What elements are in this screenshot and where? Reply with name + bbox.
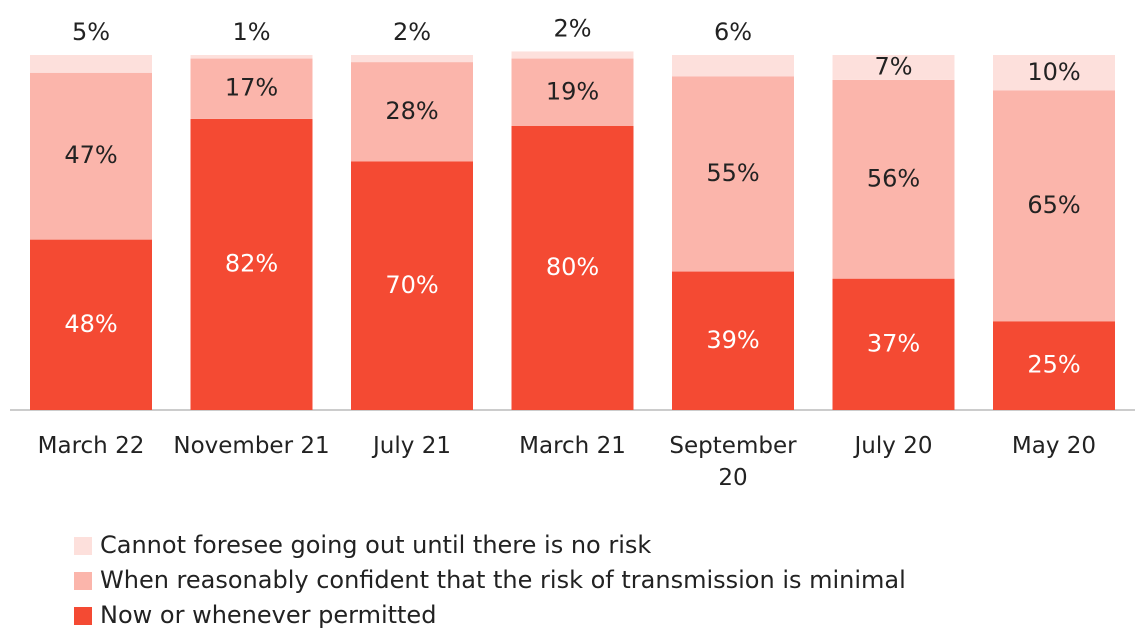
x-tick-label: July 21 — [373, 433, 451, 459]
x-tick-label: March 22 — [37, 433, 145, 459]
data-label: 7% — [874, 52, 912, 80]
x-tick-label: September 20 — [669, 433, 797, 491]
bar-segment — [511, 51, 634, 59]
data-label: 10% — [1027, 58, 1080, 86]
bar-segment — [190, 118, 313, 411]
legend-swatch — [74, 572, 92, 590]
data-label: 65% — [1027, 191, 1080, 219]
data-label: 70% — [385, 271, 438, 299]
bar-segment — [351, 62, 473, 162]
data-label: 17% — [225, 74, 278, 102]
x-tick-label: July 20 — [854, 433, 933, 459]
data-label: 55% — [706, 159, 759, 187]
x-label-box: November 21 — [173, 433, 330, 459]
bar-segment — [190, 55, 313, 59]
x-tick-label: March 21 — [519, 433, 626, 459]
data-label: 48% — [64, 310, 117, 338]
data-label: 28% — [385, 97, 438, 125]
x-tick-label: November 21 — [173, 433, 330, 459]
legend-label: Now or whenever permitted — [100, 601, 436, 629]
bar-segment — [993, 55, 1115, 91]
data-label: 37% — [867, 329, 920, 357]
bar-segment — [30, 72, 152, 240]
bar-segment — [672, 76, 794, 272]
x-label-box: September 20 — [669, 433, 797, 491]
x-label-box: March 22 — [37, 433, 145, 459]
x-label-box: July 21 — [373, 433, 451, 459]
data-label: 25% — [1027, 351, 1080, 379]
bar-segment — [832, 55, 955, 80]
data-label: 80% — [546, 253, 599, 281]
data-label: 2% — [393, 18, 431, 46]
x-tick-label: May 20 — [1011, 433, 1097, 459]
x-label-box: July 20 — [854, 433, 933, 459]
bar-segment — [672, 271, 794, 410]
legend-swatch — [74, 607, 92, 625]
bar-segment — [511, 58, 634, 126]
bar-segment — [190, 58, 313, 119]
bar-segment — [30, 55, 152, 73]
bar-segment — [993, 90, 1115, 322]
bar-segment — [672, 55, 794, 77]
bar-segment — [351, 161, 473, 410]
data-label: 82% — [225, 249, 278, 277]
bar-segment — [351, 55, 473, 63]
bar-segment — [30, 239, 152, 410]
data-label: 2% — [553, 14, 591, 42]
legend-swatch — [74, 537, 92, 555]
data-label: 5% — [72, 18, 110, 46]
data-label: 19% — [546, 77, 599, 105]
bar-segment — [832, 79, 955, 279]
data-label: 47% — [64, 141, 117, 169]
bar-segment — [993, 321, 1115, 410]
data-label: 1% — [232, 18, 270, 46]
bar-segment — [511, 126, 634, 410]
data-label: 6% — [714, 18, 752, 46]
legend-label: Cannot foresee going out until there is … — [100, 531, 651, 559]
x-label-box: March 21 — [519, 433, 626, 459]
data-label: 56% — [867, 164, 920, 192]
data-label: 39% — [706, 326, 759, 354]
x-label-box: May 20 — [1011, 433, 1097, 459]
legend-label: When reasonably confident that the risk … — [100, 566, 906, 594]
bar-segment — [832, 278, 955, 410]
